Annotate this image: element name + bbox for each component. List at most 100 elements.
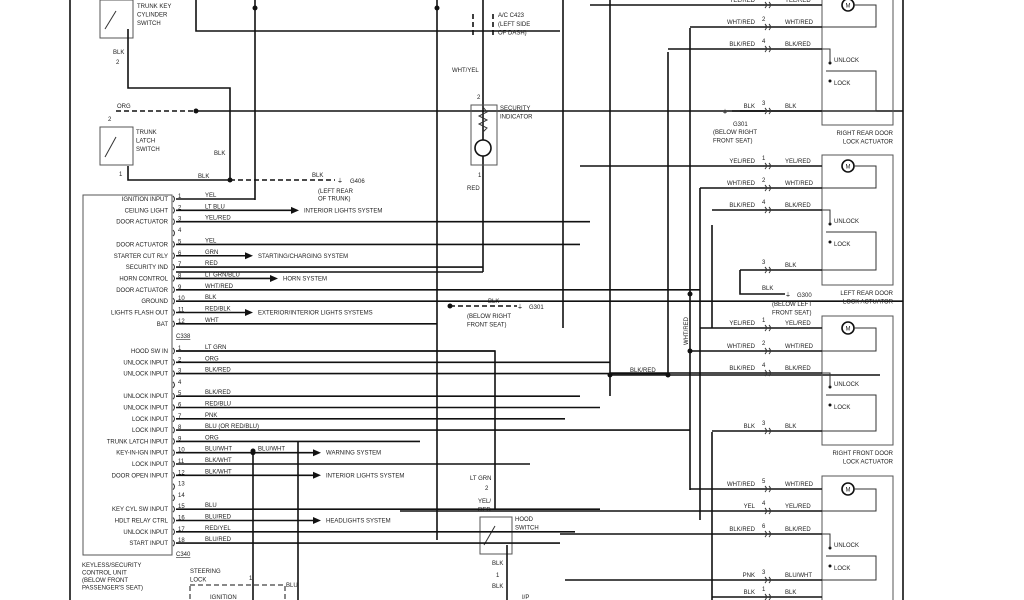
pin-label: BAT [157,322,169,328]
motor-label: M [846,4,851,10]
wire-color-label: RED [467,186,480,192]
wire-color-label: BLK [492,561,503,567]
pin-label: DOOR OPEN INPUT [112,473,169,479]
pin-number: 6 [178,403,182,409]
ground-icon: ⏚ [337,178,343,185]
actuator-internal-wire [822,231,877,271]
ground-location: (BELOW LEFT [772,302,812,308]
connector-icon [764,324,771,332]
security-indicator-label: INDICATOR [500,115,533,121]
wire-color-label: WHT/RED [727,20,756,26]
wire-color-label: YEL [744,504,756,510]
pin-label: UNLOCK INPUT [123,394,168,400]
actuator-label: LOCK ACTUATOR [843,460,894,466]
wire-color-label: BLK [744,424,755,430]
pin-number: 3 [762,101,766,107]
wire-color-label: BLK/RED [205,390,231,396]
unlock-label: UNLOCK [834,58,859,64]
connector-pin-icon [172,471,175,479]
connector-pin-icon [172,370,175,377]
connector-icon [764,427,771,435]
wire-color-label: BLU [286,583,298,589]
wire-color-label: LT BLU [205,204,225,210]
destination-label: STARTING/CHARGING SYSTEM [258,254,348,260]
ground-id: G406 [350,179,365,185]
control-unit-caption: CONTROL UNIT [82,571,127,577]
motor-label: M [846,488,851,494]
connector-id: C340 [176,552,191,558]
connector-icon [764,369,771,377]
arrow-icon [245,309,253,316]
lock-label: LOCK [834,566,850,572]
unlock-label: UNLOCK [834,219,859,225]
wire-color-label: BLU/WHT [258,447,285,453]
pin-label: UNLOCK INPUT [123,372,168,378]
splice-dot [434,5,440,11]
pin-number: 1 [178,194,182,200]
splice-dot [447,303,453,309]
wire-color-label: BLK [785,590,796,596]
wire-color-label: BLU/WHT [205,447,232,453]
destination-label: HEADLIGHTS SYSTEM [326,519,391,525]
splice-dot [250,450,256,456]
actuator-label: LOCK ACTUATOR [843,300,894,306]
unlock-label: UNLOCK [834,543,859,549]
wire-color-label: BLK [205,295,216,301]
pin-number: 2 [178,357,182,363]
wire [127,29,231,180]
pin-number: 6 [178,251,182,257]
wire-color-label: WHT/RED [785,482,814,488]
wire-color-label: BLU/RED [205,537,232,543]
ground-location: (BELOW RIGHT [713,130,757,136]
pin-number: 9 [178,436,182,442]
wire-color-label: PNK [743,573,755,579]
destination-label: INTERIOR LIGHTS SYSTEM [304,208,382,214]
motor-wire [822,327,877,352]
hood-switch-label: SWITCH [515,526,539,532]
connector-pin-icon [172,347,175,355]
wire-color-label: BLK [492,584,503,590]
wire-color-label: ORG [205,356,219,362]
connector-pin-icon [172,460,175,468]
pin-label: UNLOCK INPUT [123,530,168,536]
arrow-icon [313,517,321,524]
motor-label: M [846,165,851,171]
wire-color-label: BLU/WHT [785,573,812,579]
pin-number: 11 [178,308,185,314]
wire [739,270,785,295]
connector-pin-icon [172,426,175,434]
connector-pin-icon [172,494,175,502]
connector-location: OF DASH) [498,31,527,37]
wire-color-label: BLK/RED [630,368,656,374]
actuator-label: LEFT REAR DOOR [840,291,893,297]
connector-pin-icon [172,206,175,214]
wire-color-label: BLK [762,286,773,292]
wire-color-label: RED/BLU [205,402,231,408]
connector-pin-icon [172,483,175,490]
wire-color-label: YEL [205,193,217,199]
connector-pin-icon [172,528,175,536]
wire [127,166,230,181]
wire-color-label: LT GRN/BLU [205,272,240,278]
wire-color-label: WHT/RED [727,181,756,187]
connector-pin-icon [172,415,175,423]
wire-color-label: RED [205,261,218,267]
connector-pin-icon [172,358,175,366]
pin-number: 1 [249,576,253,582]
pin-number: 1 [762,156,766,162]
actuator-internal-wire [822,70,877,112]
pin-number: 2 [477,95,481,101]
connector-pin-icon [172,275,175,282]
control-unit-caption: (BELOW FRONT [82,578,128,584]
contact-dot [828,564,832,568]
wire-color-label: BLK/RED [785,527,811,533]
connector-pin-icon [172,252,175,260]
pin-number: 5 [178,391,182,397]
pin-label: IGNITION INPUT [122,197,169,203]
wire-color-label: BLK [744,104,755,110]
connector-location: (LEFT SIDE [498,22,530,28]
door-lock-actuator [821,315,894,446]
pin-label: SECURITY IND [126,265,169,271]
resistor-icon [477,106,489,133]
pin-number: 8 [178,425,182,431]
